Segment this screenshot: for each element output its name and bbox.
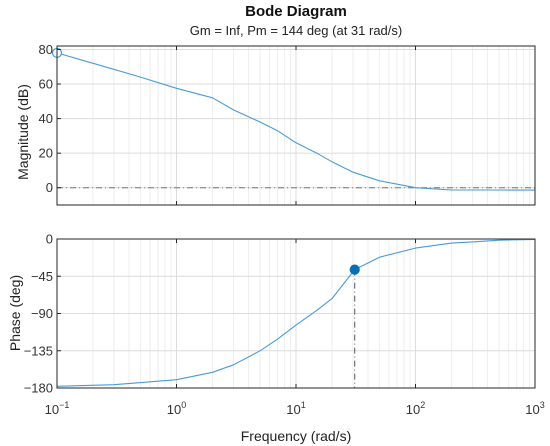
phase-response-line xyxy=(56,238,536,387)
chart-title: Bode Diagram xyxy=(245,3,347,20)
phase-margin-marker xyxy=(349,264,360,275)
x-tick-label: 100 xyxy=(167,400,186,417)
x-tick-labels: 10−1 100 101 102 103 xyxy=(45,400,545,417)
magnitude-axis-label: Magnitude (dB) xyxy=(15,84,31,180)
mag-y-tick-label: 0 xyxy=(46,180,53,195)
x-tick-label: 10−1 xyxy=(45,400,70,417)
x-tick-label: 102 xyxy=(406,400,425,417)
phase-y-tick-label: 0 xyxy=(46,232,53,247)
x-axis-label: Frequency (rad/s) xyxy=(241,428,351,444)
phase-y-tick-label: −135 xyxy=(24,343,53,358)
chart-subtitle: Gm = Inf, Pm = 144 deg (at 31 rad/s) xyxy=(190,23,402,38)
phase-y-tick-label: −90 xyxy=(31,306,53,321)
mag-y-tick-label: 20 xyxy=(39,146,53,161)
mag-y-tick-label: 80 xyxy=(39,42,53,57)
x-tick-label: 101 xyxy=(286,400,305,417)
mag-y-tick-label: 40 xyxy=(39,111,53,126)
phase-y-tick-label: −45 xyxy=(31,269,53,284)
phase-y-tick-label: −180 xyxy=(24,381,53,396)
mag-response-line xyxy=(56,52,536,191)
magnitude-panel: 80 60 40 20 0 xyxy=(39,42,536,206)
phase-panel: 0 −45 −90 −135 −180 xyxy=(24,232,536,396)
x-tick-label: 103 xyxy=(525,400,544,417)
phase-axis-label: Phase (deg) xyxy=(7,275,23,351)
mag-y-tick-label: 60 xyxy=(39,77,53,92)
